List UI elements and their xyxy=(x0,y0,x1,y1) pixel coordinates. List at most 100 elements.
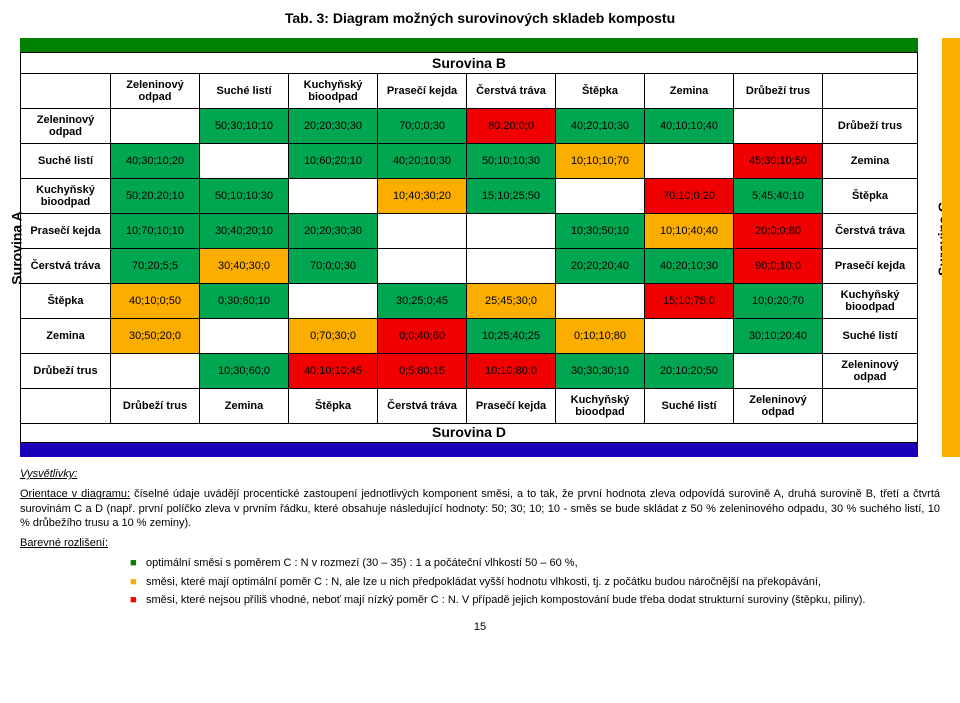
matrix-cell: 20;20;30;30 xyxy=(289,109,378,144)
axis-c-bar xyxy=(942,38,960,457)
matrix-cell: 10;0;20;70 xyxy=(734,284,823,319)
table-container: Surovina A Surovina C Surovina B Zelenin… xyxy=(20,38,940,457)
matrix-cell: 15;10;75;0 xyxy=(645,284,734,319)
bottom-head: Čerstvá tráva xyxy=(378,389,467,424)
matrix-cell xyxy=(200,144,289,179)
matrix-cell: 25;45;30;0 xyxy=(467,284,556,319)
right-head: Drůbeží trus xyxy=(823,109,918,144)
matrix-cell: 10;10;10;70 xyxy=(556,144,645,179)
row-head: Štěpka xyxy=(21,284,111,319)
matrix-cell xyxy=(378,249,467,284)
notes-label: Vysvětlivky: xyxy=(20,468,77,480)
color-label: Barevné rozlišení: xyxy=(20,537,108,549)
matrix-cell: 15;10;25;50 xyxy=(467,179,556,214)
corner xyxy=(21,74,111,109)
matrix-cell xyxy=(734,109,823,144)
matrix-cell: 5;45;40;10 xyxy=(734,179,823,214)
matrix-cell xyxy=(734,354,823,389)
matrix-cell: 10;10;80;0 xyxy=(467,354,556,389)
matrix-cell xyxy=(289,179,378,214)
matrix-cell: 40;10;0;50 xyxy=(111,284,200,319)
right-corner xyxy=(823,74,918,109)
right-head: Zemina xyxy=(823,144,918,179)
matrix-cell: 20;10;20;50 xyxy=(645,354,734,389)
matrix-cell: 40;30;10;20 xyxy=(111,144,200,179)
bottom-head: Zeleninový odpad xyxy=(734,389,823,424)
matrix-cell: 0;5;80;15 xyxy=(378,354,467,389)
matrix-cell: 30;50;20;0 xyxy=(111,319,200,354)
matrix-cell: 10;25;40;25 xyxy=(467,319,556,354)
matrix-cell: 50;10;10;30 xyxy=(467,144,556,179)
right-head: Suché listí xyxy=(823,319,918,354)
col-head: Drůbeží trus xyxy=(734,74,823,109)
matrix-cell xyxy=(467,214,556,249)
matrix-cell xyxy=(289,284,378,319)
col-head: Prasečí kejda xyxy=(378,74,467,109)
matrix-cell: 45;30;10;50 xyxy=(734,144,823,179)
matrix-cell: 50;20;20;10 xyxy=(111,179,200,214)
matrix-cell: 20;20;30;30 xyxy=(289,214,378,249)
bottom-head: Drůbeží trus xyxy=(111,389,200,424)
matrix-cell: 40;10;10;40 xyxy=(645,109,734,144)
matrix-cell: 40;20;10;30 xyxy=(378,144,467,179)
matrix-cell xyxy=(378,214,467,249)
matrix-cell: 30;10;20;40 xyxy=(734,319,823,354)
axis-d-label: Surovina D xyxy=(20,422,918,443)
bottom-head: Kuchyňský bioodpad xyxy=(556,389,645,424)
bottom-head: Suché listí xyxy=(645,389,734,424)
axis-b-label: Surovina B xyxy=(20,52,918,73)
matrix-cell: 0;10;10;80 xyxy=(556,319,645,354)
matrix-cell: 10;30;50;10 xyxy=(556,214,645,249)
matrix-cell: 10;30;60;0 xyxy=(200,354,289,389)
matrix-cell: 20;0;0;80 xyxy=(734,214,823,249)
right-head: Prasečí kejda xyxy=(823,249,918,284)
matrix-cell: 20;20;20;40 xyxy=(556,249,645,284)
table-title: Tab. 3: Diagram možných surovinových skl… xyxy=(20,10,940,26)
matrix-cell: 10;70;10;10 xyxy=(111,214,200,249)
matrix-cell: 90;0;10;0 xyxy=(734,249,823,284)
matrix-cell: 50;30;10;10 xyxy=(200,109,289,144)
row-head: Čerstvá tráva xyxy=(21,249,111,284)
matrix-cell: 70;10;0;20 xyxy=(645,179,734,214)
matrix-cell: 40;20;10;30 xyxy=(645,249,734,284)
row-head: Suché listí xyxy=(21,144,111,179)
matrix-cell: 70;0;0;30 xyxy=(378,109,467,144)
bottom-head: Prasečí kejda xyxy=(467,389,556,424)
col-head: Čerstvá tráva xyxy=(467,74,556,109)
orientation-text: číselné údaje uvádějí procentické zastou… xyxy=(20,488,940,529)
matrix-cell xyxy=(467,249,556,284)
matrix-cell xyxy=(645,319,734,354)
matrix-cell: 10;40;30;20 xyxy=(378,179,467,214)
compost-matrix: Zeleninový odpad Suché listí Kuchyňský b… xyxy=(20,73,918,424)
page-number: 15 xyxy=(20,621,940,633)
right-head: Kuchyňský bioodpad xyxy=(823,284,918,319)
right-corner-bottom xyxy=(823,389,918,424)
matrix-cell: 40;20;10;30 xyxy=(556,109,645,144)
row-head: Prasečí kejda xyxy=(21,214,111,249)
matrix-cell xyxy=(111,354,200,389)
row-head: Drůbeží trus xyxy=(21,354,111,389)
matrix-cell xyxy=(200,319,289,354)
matrix-cell: 0;0;40;60 xyxy=(378,319,467,354)
right-head: Čerstvá tráva xyxy=(823,214,918,249)
matrix-cell xyxy=(111,109,200,144)
notes-section: Vysvětlivky: Orientace v diagramu: čísel… xyxy=(20,467,940,607)
matrix-cell: 70;20;5;5 xyxy=(111,249,200,284)
bullet-yellow: směsi, které mají optimální poměr C : N,… xyxy=(130,575,940,589)
row-head: Kuchyňský bioodpad xyxy=(21,179,111,214)
matrix-cell: 70;0;0;30 xyxy=(289,249,378,284)
matrix-cell: 30;40;30;0 xyxy=(200,249,289,284)
col-head: Suché listí xyxy=(200,74,289,109)
axis-d-bar xyxy=(20,443,918,457)
bottom-head: Zemina xyxy=(200,389,289,424)
row-head: Zeleninový odpad xyxy=(21,109,111,144)
matrix-cell xyxy=(556,179,645,214)
bullet-red: směsi, které nejsou příliš vhodné, neboť… xyxy=(130,593,940,607)
matrix-cell xyxy=(645,144,734,179)
orientation-label: Orientace v diagramu: xyxy=(20,488,130,500)
right-head: Štěpka xyxy=(823,179,918,214)
bottom-head: Štěpka xyxy=(289,389,378,424)
matrix-cell: 80;20;0;0 xyxy=(467,109,556,144)
bullet-green: optimální směsi s poměrem C : N v rozmez… xyxy=(130,556,940,570)
col-head: Zeleninový odpad xyxy=(111,74,200,109)
